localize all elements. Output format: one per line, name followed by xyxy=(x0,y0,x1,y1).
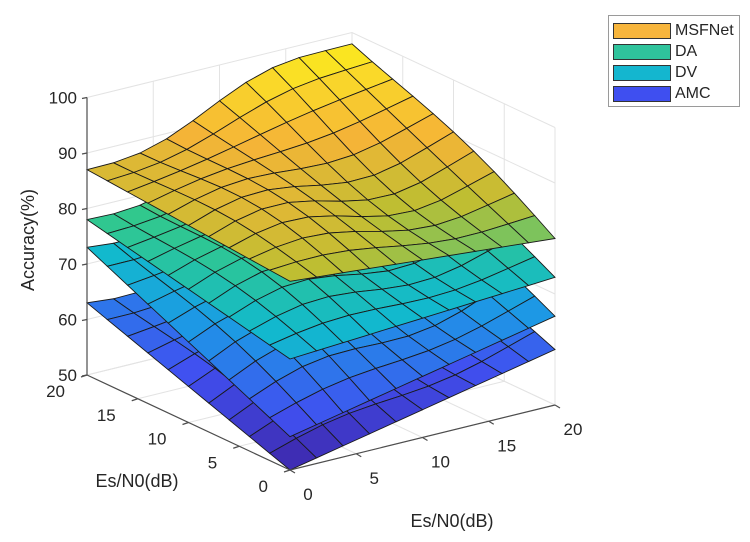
y-tick-label: 10 xyxy=(148,430,167,449)
legend-swatch-dv xyxy=(613,65,671,81)
legend-label: AMC xyxy=(675,85,711,102)
surface-msfnet xyxy=(85,43,556,282)
z-tick-label: 80 xyxy=(58,200,77,219)
legend-label: DA xyxy=(675,43,698,60)
z-tick-label: 70 xyxy=(58,255,77,274)
legend-swatch-da xyxy=(613,44,671,60)
axes-lines xyxy=(80,96,561,474)
surfaces xyxy=(85,43,556,471)
x-tick-label: 15 xyxy=(497,436,516,455)
y-tick-label: 20 xyxy=(46,382,65,401)
z-tick-label: 100 xyxy=(49,89,77,108)
y-tick-label: 15 xyxy=(97,406,116,425)
x-tick-label: 10 xyxy=(431,453,450,472)
y-tick-label: 0 xyxy=(259,477,268,496)
z-tick-label: 90 xyxy=(58,144,77,163)
x-tick-label: 5 xyxy=(370,469,379,488)
legend: MSFNet DA DV AMC xyxy=(608,15,740,107)
z-tick-label: 50 xyxy=(58,366,77,385)
x-tick-label: 20 xyxy=(564,420,583,439)
legend-item-da: DA xyxy=(613,42,735,62)
y-axis-label: Es/N0(dB) xyxy=(95,471,178,491)
legend-item-msfnet: MSFNet xyxy=(613,21,735,41)
legend-swatch-amc xyxy=(613,86,671,102)
z-axis-label: Accuracy(%) xyxy=(18,189,38,291)
legend-item-dv: DV xyxy=(613,63,735,83)
tick-labels: 50 60 70 80 90 100 0 5 10 15 20 0 5 10 15 20 xyxy=(46,89,582,505)
legend-label: MSFNet xyxy=(675,22,734,39)
x-tick-label: 0 xyxy=(303,485,312,504)
z-tick-label: 60 xyxy=(58,311,77,330)
legend-swatch-msfnet xyxy=(613,23,671,39)
legend-label: DV xyxy=(675,64,698,81)
y-tick-label: 5 xyxy=(208,453,217,472)
legend-item-amc: AMC xyxy=(613,84,735,104)
x-axis-label: Es/N0(dB) xyxy=(410,511,493,531)
